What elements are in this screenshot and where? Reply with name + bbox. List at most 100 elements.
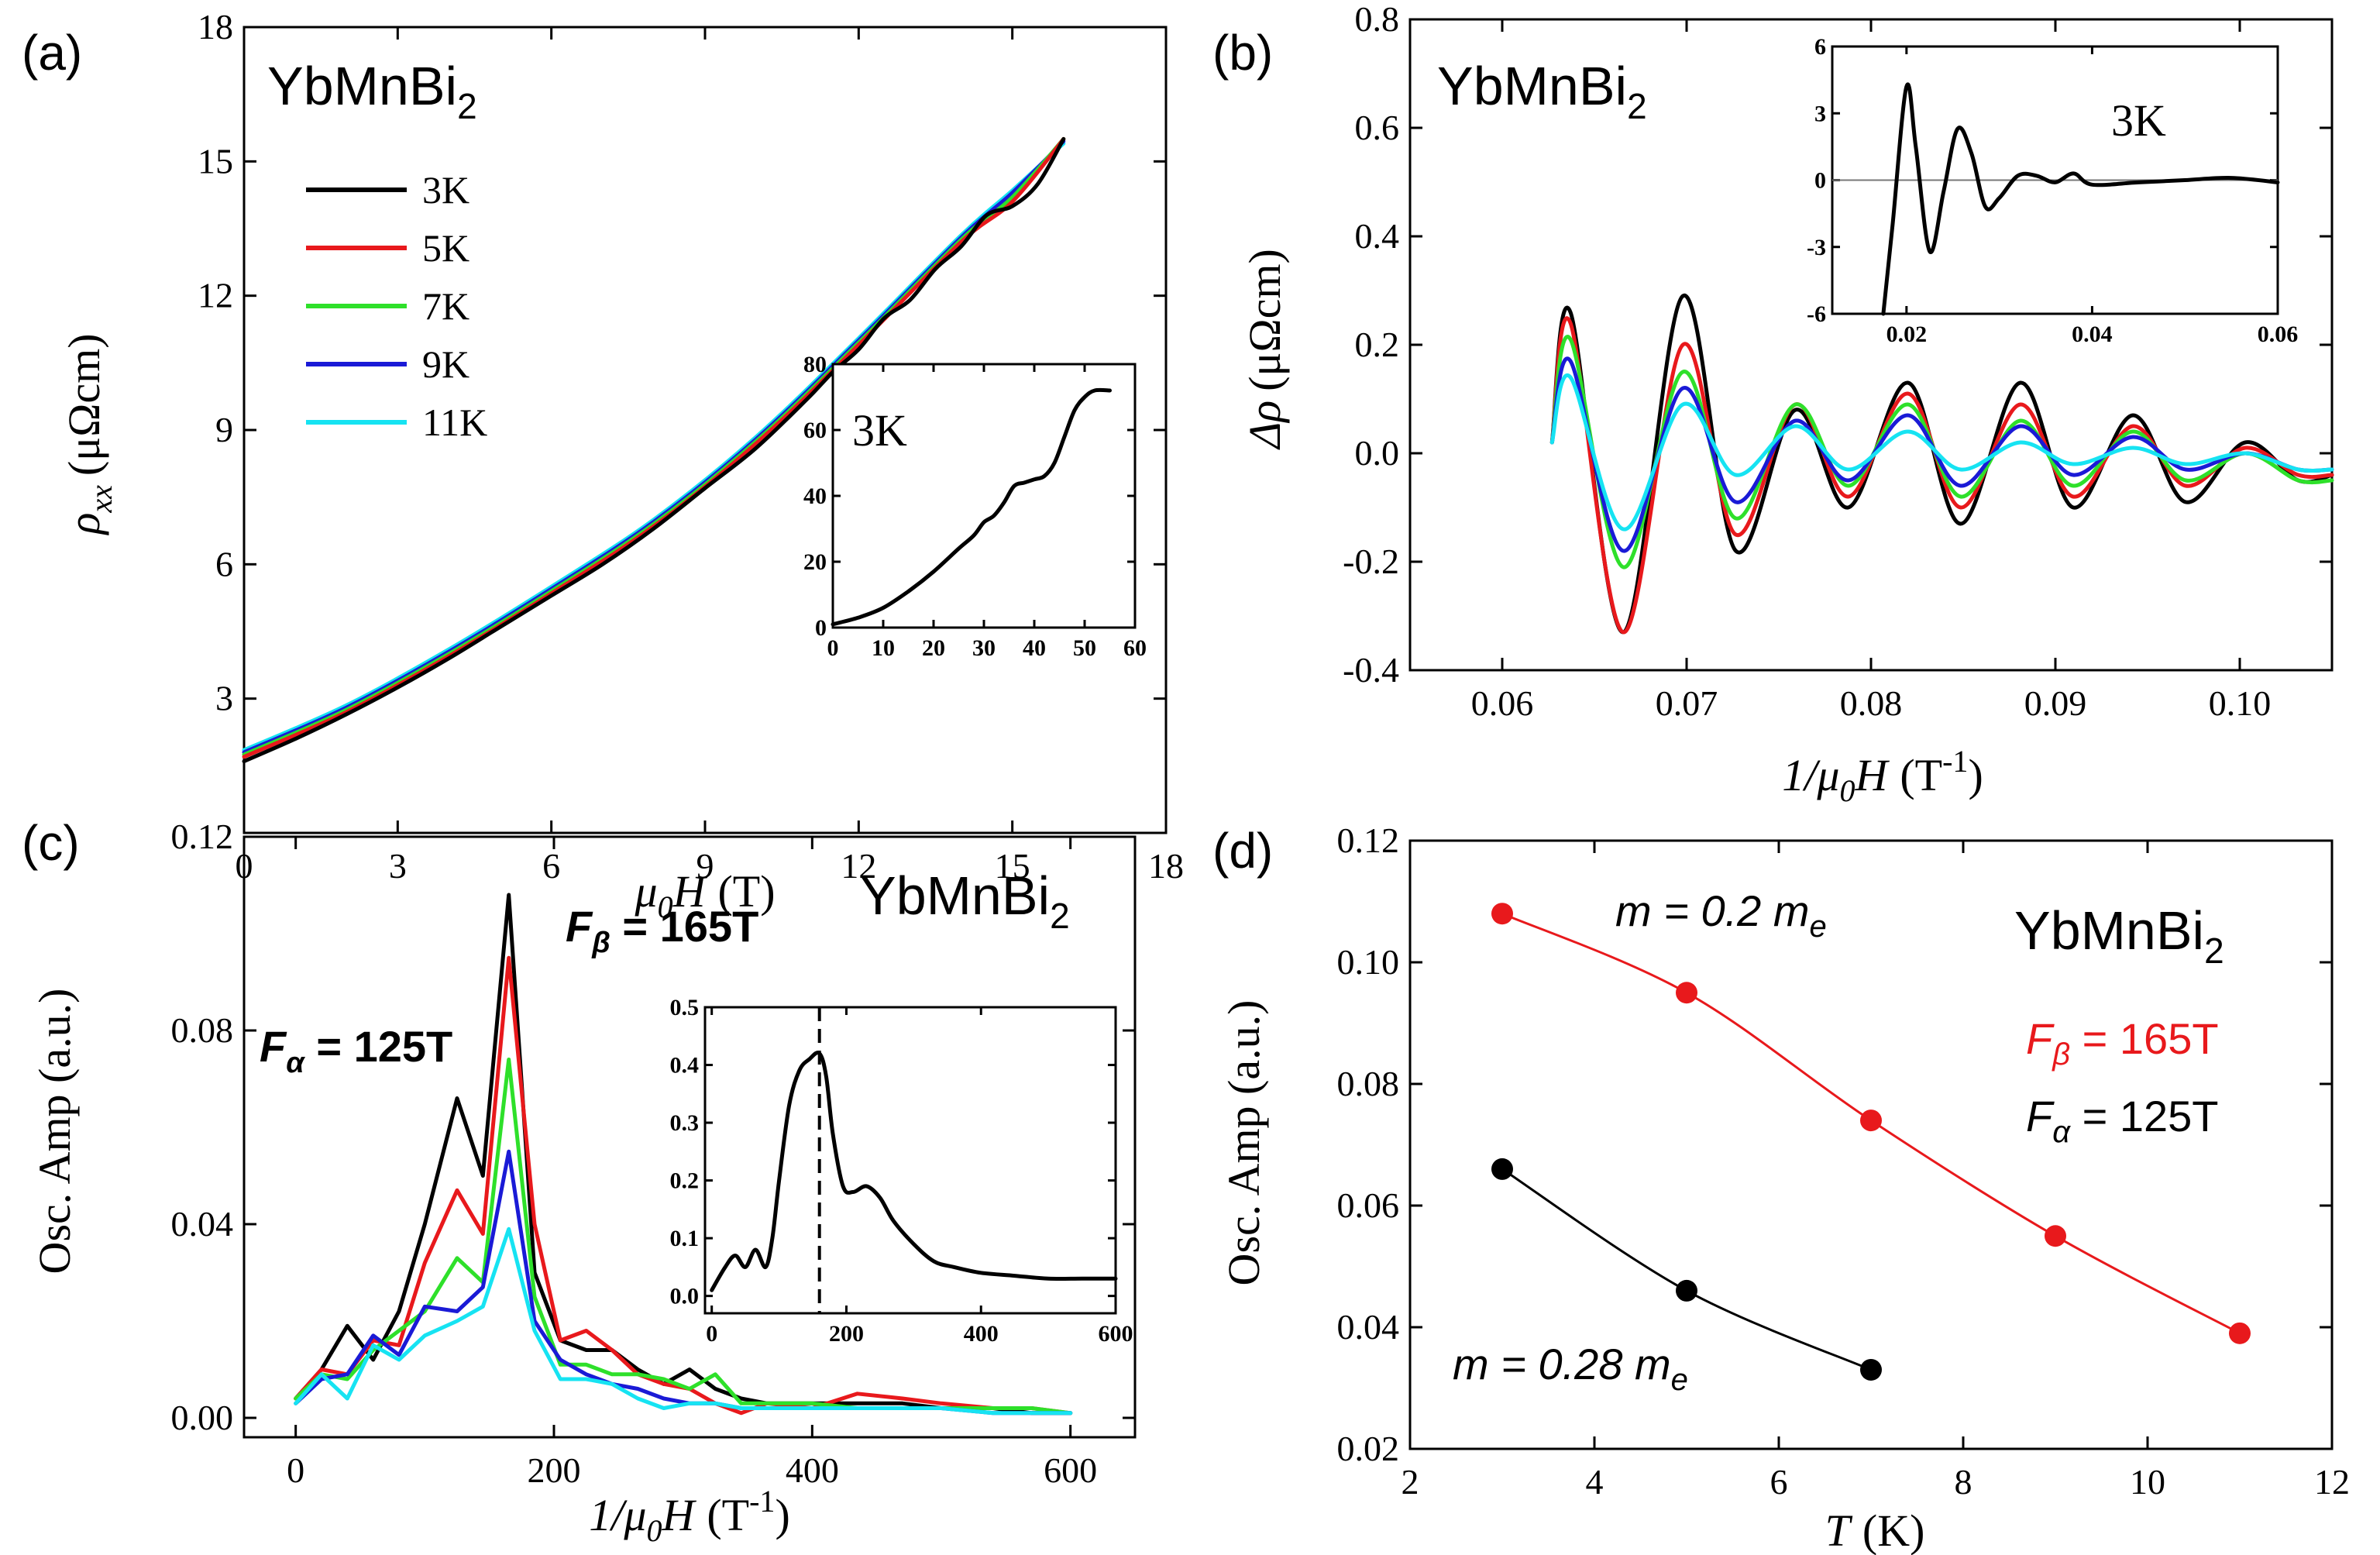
x-tick-label: 12 — [841, 846, 876, 886]
x-tick-label: 400 — [786, 1450, 839, 1490]
y-tick-label: 3 — [1814, 101, 1826, 126]
y-tick-label: 0 — [815, 615, 827, 641]
y-tick-label: 0 — [1814, 168, 1826, 194]
legend-label-7K: 7K — [422, 284, 469, 328]
x-tick-label: 15 — [995, 846, 1030, 886]
panel-c-label: (c) — [22, 815, 80, 871]
series-line-5K — [294, 955, 1073, 1416]
panel-c-xlabel: 1/μ0H (T-1) — [589, 1484, 790, 1548]
panel-d: (d) 2 4 6 8 10 12 0.02 0.04 0.06 0.08 0.10 0.12 YbM… — [1212, 821, 2350, 1555]
data-point-0-2 — [1860, 1109, 1882, 1132]
x-tick-label: 60 — [1123, 635, 1147, 661]
x-tick-label: 0.06 — [1471, 683, 1534, 723]
panel-b-label: (b) — [1212, 25, 1273, 81]
x-tick-label: 9 — [696, 846, 714, 886]
panel-a-inset-frame — [831, 363, 1137, 629]
y-tick-label: 80 — [803, 352, 827, 377]
x-tick-label: 600 — [1099, 1321, 1133, 1347]
y-tick-label: -0.4 — [1343, 650, 1399, 690]
series-line-3K — [242, 136, 1066, 764]
x-tick-label: 2 — [1402, 1462, 1419, 1502]
series-line-11K — [1549, 373, 2334, 532]
y-tick-label: 0.12 — [1337, 821, 1400, 860]
y-tick-label: 0.2 — [670, 1168, 700, 1194]
y-tick-label: 0.6 — [1355, 108, 1400, 147]
panel-b-inset: 0.02 0.04 0.06 -6 -3 0 3 6 — [1807, 34, 2298, 347]
y-tick-label: 0.04 — [171, 1204, 234, 1244]
legend-label-11K: 11K — [422, 401, 487, 444]
y-tick-label: 0.04 — [1337, 1307, 1400, 1347]
data-point-1-1 — [1676, 1279, 1697, 1302]
x-tick-label: 4 — [1586, 1462, 1604, 1502]
data-point-1-0 — [1491, 1158, 1513, 1180]
panel-c-ylabel: Osc. Amp (a.u.) — [29, 989, 80, 1275]
y-tick-label: 3 — [215, 679, 233, 718]
y-tick-label: 0.08 — [1337, 1064, 1400, 1103]
x-tick-label: 50 — [1073, 635, 1096, 661]
panel-c-inset-frame — [703, 1006, 1117, 1315]
data-point-0-4 — [2229, 1322, 2251, 1344]
x-tick-label: 40 — [1023, 635, 1046, 661]
panel-c-note-alpha: Fα = 125T — [260, 1022, 452, 1079]
y-tick-label: 15 — [198, 141, 233, 181]
inset-line-3K — [1881, 82, 2280, 316]
y-tick-label: 18 — [198, 7, 233, 46]
data-point-0-0 — [1491, 903, 1513, 925]
x-tick-label: 8 — [1955, 1462, 1972, 1502]
x-tick-label: 0 — [827, 635, 839, 661]
data-point-1-2 — [1860, 1358, 1882, 1381]
panel-c-note-beta: Fβ = 165T — [566, 902, 758, 959]
y-tick-label: 9 — [215, 410, 233, 449]
panel-a-axes: 0 3 6 9 12 15 18 3 6 9 12 15 18 — [198, 7, 1184, 886]
panel-b-axes: 0.06 0.07 0.08 0.09 0.10 -0.4 -0.2 0.0 0.2 0.4 0.6… — [1343, 0, 2332, 723]
y-tick-label: 0.0 — [1355, 433, 1400, 473]
y-tick-label: 0.12 — [171, 817, 234, 856]
x-tick-label: 0.06 — [2258, 322, 2299, 347]
x-tick-label: 600 — [1044, 1450, 1097, 1490]
y-tick-label: -6 — [1807, 301, 1826, 327]
x-tick-label: 12 — [2314, 1462, 2350, 1502]
y-tick-label: 0.8 — [1355, 0, 1400, 39]
data-point-0-1 — [1676, 982, 1697, 1004]
x-tick-label: 20 — [922, 635, 945, 661]
y-tick-label: 0.1 — [670, 1226, 700, 1251]
y-tick-label: 60 — [803, 418, 827, 443]
y-tick-label: 0.06 — [1337, 1185, 1400, 1225]
data-point-0-3 — [2045, 1225, 2066, 1247]
y-tick-label: -3 — [1807, 235, 1826, 260]
y-tick-label: -0.2 — [1343, 542, 1399, 581]
panel-b-series — [1549, 294, 2334, 635]
panel-a-series — [242, 136, 1066, 764]
legend-label-9K: 9K — [422, 342, 469, 386]
panel-a-compound: YbMnBi2 — [267, 56, 477, 126]
x-tick-label: 200 — [829, 1321, 864, 1347]
x-tick-label: 0.10 — [2209, 683, 2272, 723]
panel-b-ylabel: Δρ(μΩcm) — [1240, 249, 1290, 450]
panel-a: (a) 0 3 6 9 12 15 18 3 6 9 12 15 18 YbMnBi2 3K 5K 7K 9K… — [22, 7, 1184, 924]
x-tick-label: 10 — [2130, 1462, 2165, 1502]
y-tick-label: 0.4 — [670, 1053, 700, 1079]
x-tick-label: 6 — [1770, 1462, 1788, 1502]
y-tick-label: 0.00 — [171, 1398, 234, 1437]
y-tick-label: 0.4 — [1355, 216, 1400, 256]
x-tick-label: 0.09 — [2024, 683, 2087, 723]
inset-fft-line — [710, 1051, 1118, 1292]
series-line-11K — [294, 1226, 1073, 1416]
x-tick-label: 10 — [872, 635, 895, 661]
y-tick-label: 0.2 — [1355, 325, 1400, 364]
panel-b: (b) 0.06 0.07 0.08 0.09 0.10-0.4-0.20.00.20.… — [1212, 0, 2334, 808]
legend-label-5K: 5K — [422, 226, 469, 270]
y-tick-label: 6 — [1814, 34, 1826, 60]
y-tick-label: 0.10 — [1337, 942, 1400, 982]
x-tick-label: 6 — [542, 846, 560, 886]
panel-d-legend-alpha: Fα = 125T — [2026, 1092, 2219, 1149]
x-tick-label: 0 — [706, 1321, 717, 1347]
panel-a-xlabel: μ0H (T) — [634, 866, 775, 924]
panel-d-ylabel: Osc. Amp (a.u.) — [1219, 1000, 1269, 1286]
y-tick-label: 0.3 — [670, 1110, 700, 1136]
x-tick-label: 3 — [389, 846, 407, 886]
panel-c-frame — [242, 835, 1137, 1439]
panel-a-inset-label: 3K — [852, 405, 907, 456]
